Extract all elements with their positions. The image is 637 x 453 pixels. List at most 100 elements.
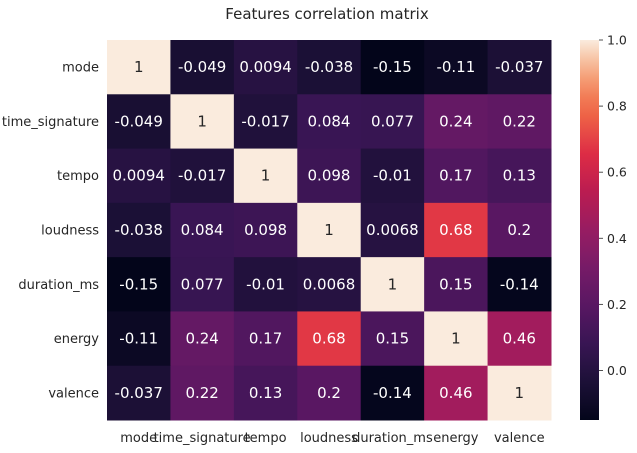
cell-value-time_signature-duration_ms: 0.077 xyxy=(371,112,414,130)
heatmap-cell-time_signature-mode xyxy=(107,94,171,150)
cell-value-time_signature-mode: -0.049 xyxy=(115,112,163,130)
cell-value-loudness-energy: 0.68 xyxy=(439,221,472,239)
cell-value-loudness-loudness: 1 xyxy=(324,221,334,239)
cell-value-tempo-tempo: 1 xyxy=(261,167,271,185)
heatmap-cell-time_signature-valence xyxy=(487,94,552,150)
heatmap-annotations: 1 -0.049 0.0094 -0.038 -0.15 -0.11 -0.037 -0.04… xyxy=(112,58,543,402)
cell-value-duration_ms-tempo: -0.01 xyxy=(246,275,285,293)
cell-value-duration_ms-duration_ms: 1 xyxy=(388,275,398,293)
cell-value-valence-energy: 0.46 xyxy=(439,384,472,402)
heatmap-cell-loudness-time_signature xyxy=(170,202,235,258)
cell-value-loudness-time_signature: 0.084 xyxy=(181,221,224,239)
colorbar-tick-label: 0.0 xyxy=(607,363,627,378)
y-tick-label-tempo: tempo xyxy=(57,169,99,184)
heatmap-cell-energy-tempo xyxy=(233,311,298,367)
heatmap-cell-loudness-mode xyxy=(107,202,171,258)
cell-value-valence-loudness: 0.2 xyxy=(317,384,341,402)
colorbar-gradient xyxy=(580,40,599,420)
cell-value-time_signature-tempo: -0.017 xyxy=(241,112,289,130)
y-tick-label-valence: valence xyxy=(48,386,99,401)
cell-value-mode-mode: 1 xyxy=(134,58,144,76)
heatmap-cell-duration_ms-tempo xyxy=(233,257,298,312)
heatmap-cell-tempo-time_signature xyxy=(170,148,235,204)
cell-value-time_signature-energy: 0.24 xyxy=(439,112,472,130)
heatmap-cell-valence-loudness xyxy=(297,365,362,421)
heatmap-cell-valence-tempo xyxy=(233,365,298,421)
heatmap-cell-mode-time_signature xyxy=(170,40,235,95)
cell-value-mode-energy: -0.11 xyxy=(436,58,475,76)
x-tick-label-time_signature: time_signature xyxy=(154,431,251,446)
cell-value-time_signature-valence: 0.22 xyxy=(503,112,536,130)
colorbar-tick-label: 0.4 xyxy=(607,231,627,246)
cell-value-energy-tempo: 0.17 xyxy=(249,330,282,348)
heatmap-cell-duration_ms-mode xyxy=(107,257,171,312)
x-tick-label-energy: energy xyxy=(433,431,479,446)
cell-value-duration_ms-time_signature: 0.077 xyxy=(181,275,224,293)
heatmap-cell-mode-loudness xyxy=(297,40,362,95)
heatmap-cells xyxy=(107,40,552,421)
heatmap-cell-loudness-duration_ms xyxy=(360,202,425,258)
cell-value-mode-duration_ms: -0.15 xyxy=(373,58,412,76)
cell-value-tempo-duration_ms: -0.01 xyxy=(373,167,412,185)
cell-value-tempo-loudness: 0.098 xyxy=(308,167,351,185)
colorbar-tick-label: 0.6 xyxy=(607,165,627,180)
cell-value-time_signature-time_signature: 1 xyxy=(197,112,207,130)
cell-value-valence-tempo: 0.13 xyxy=(249,384,282,402)
heatmap-cell-duration_ms-loudness xyxy=(297,257,362,312)
y-tick-label-loudness: loudness xyxy=(41,224,99,239)
heatmap-cell-mode-duration_ms xyxy=(360,40,425,95)
cell-value-valence-time_signature: 0.22 xyxy=(185,384,218,402)
x-tick-label-mode: mode xyxy=(120,431,157,446)
y-tick-label-mode: mode xyxy=(62,61,99,76)
colorbar-tick-label: 0.2 xyxy=(607,297,627,312)
cell-value-loudness-tempo: 0.098 xyxy=(244,221,287,239)
cell-value-loudness-valence: 0.2 xyxy=(507,221,531,239)
heatmap-cell-energy-valence xyxy=(487,311,552,367)
heatmap-cell-valence-valence xyxy=(487,365,552,421)
cell-value-time_signature-loudness: 0.084 xyxy=(308,112,351,130)
y-tick-label-duration_ms: duration_ms xyxy=(18,278,99,293)
heatmap-cell-mode-valence xyxy=(487,40,552,95)
cell-value-energy-loudness: 0.68 xyxy=(312,330,345,348)
colorbar: 0.0 0.2 0.4 0.6 0.8 1.0 xyxy=(580,33,627,420)
heatmap-cell-mode-tempo xyxy=(233,40,298,95)
heatmap-cell-tempo-energy xyxy=(424,148,489,204)
colorbar-tick-label: 1.0 xyxy=(607,33,627,48)
cell-value-mode-loudness: -0.038 xyxy=(305,58,353,76)
cell-value-valence-duration_ms: -0.14 xyxy=(373,384,412,402)
cell-value-tempo-energy: 0.17 xyxy=(439,167,472,185)
cell-value-energy-time_signature: 0.24 xyxy=(185,330,218,348)
heatmap-cell-time_signature-time_signature xyxy=(170,94,235,150)
heatmap-cell-valence-mode xyxy=(107,365,171,421)
cell-value-mode-time_signature: -0.049 xyxy=(178,58,226,76)
heatmap-cell-loudness-tempo xyxy=(233,202,298,258)
heatmap-cell-loudness-valence xyxy=(487,202,552,258)
heatmap-cell-mode-energy xyxy=(424,40,489,95)
heatmap-cell-tempo-duration_ms xyxy=(360,148,425,204)
cell-value-tempo-valence: 0.13 xyxy=(503,167,536,185)
cell-value-duration_ms-valence: -0.14 xyxy=(500,275,539,293)
cell-value-tempo-mode: 0.0094 xyxy=(112,167,165,185)
cell-value-mode-valence: -0.037 xyxy=(495,58,543,76)
heatmap-cell-tempo-mode xyxy=(107,148,171,204)
heatmap-cell-energy-energy xyxy=(424,311,489,367)
cell-value-valence-mode: -0.037 xyxy=(115,384,163,402)
colorbar-tick-label: 0.8 xyxy=(607,99,627,114)
cell-value-loudness-duration_ms: 0.0068 xyxy=(366,221,419,239)
x-tick-label-tempo: tempo xyxy=(245,431,287,446)
heatmap-cell-valence-energy xyxy=(424,365,489,421)
x-tick-label-valence: valence xyxy=(494,431,545,446)
cell-value-mode-tempo: 0.0094 xyxy=(239,58,292,76)
heatmap-cell-tempo-tempo xyxy=(233,148,298,204)
heatmap-cell-valence-time_signature xyxy=(170,365,235,421)
heatmap-cell-loudness-energy xyxy=(424,202,489,258)
heatmap-cell-time_signature-tempo xyxy=(233,94,298,150)
cell-value-loudness-mode: -0.038 xyxy=(115,221,163,239)
cell-value-energy-energy: 1 xyxy=(451,330,461,348)
cell-value-energy-valence: 0.46 xyxy=(503,330,536,348)
heatmap-cell-energy-mode xyxy=(107,311,171,367)
heatmap-cell-energy-duration_ms xyxy=(360,311,425,367)
